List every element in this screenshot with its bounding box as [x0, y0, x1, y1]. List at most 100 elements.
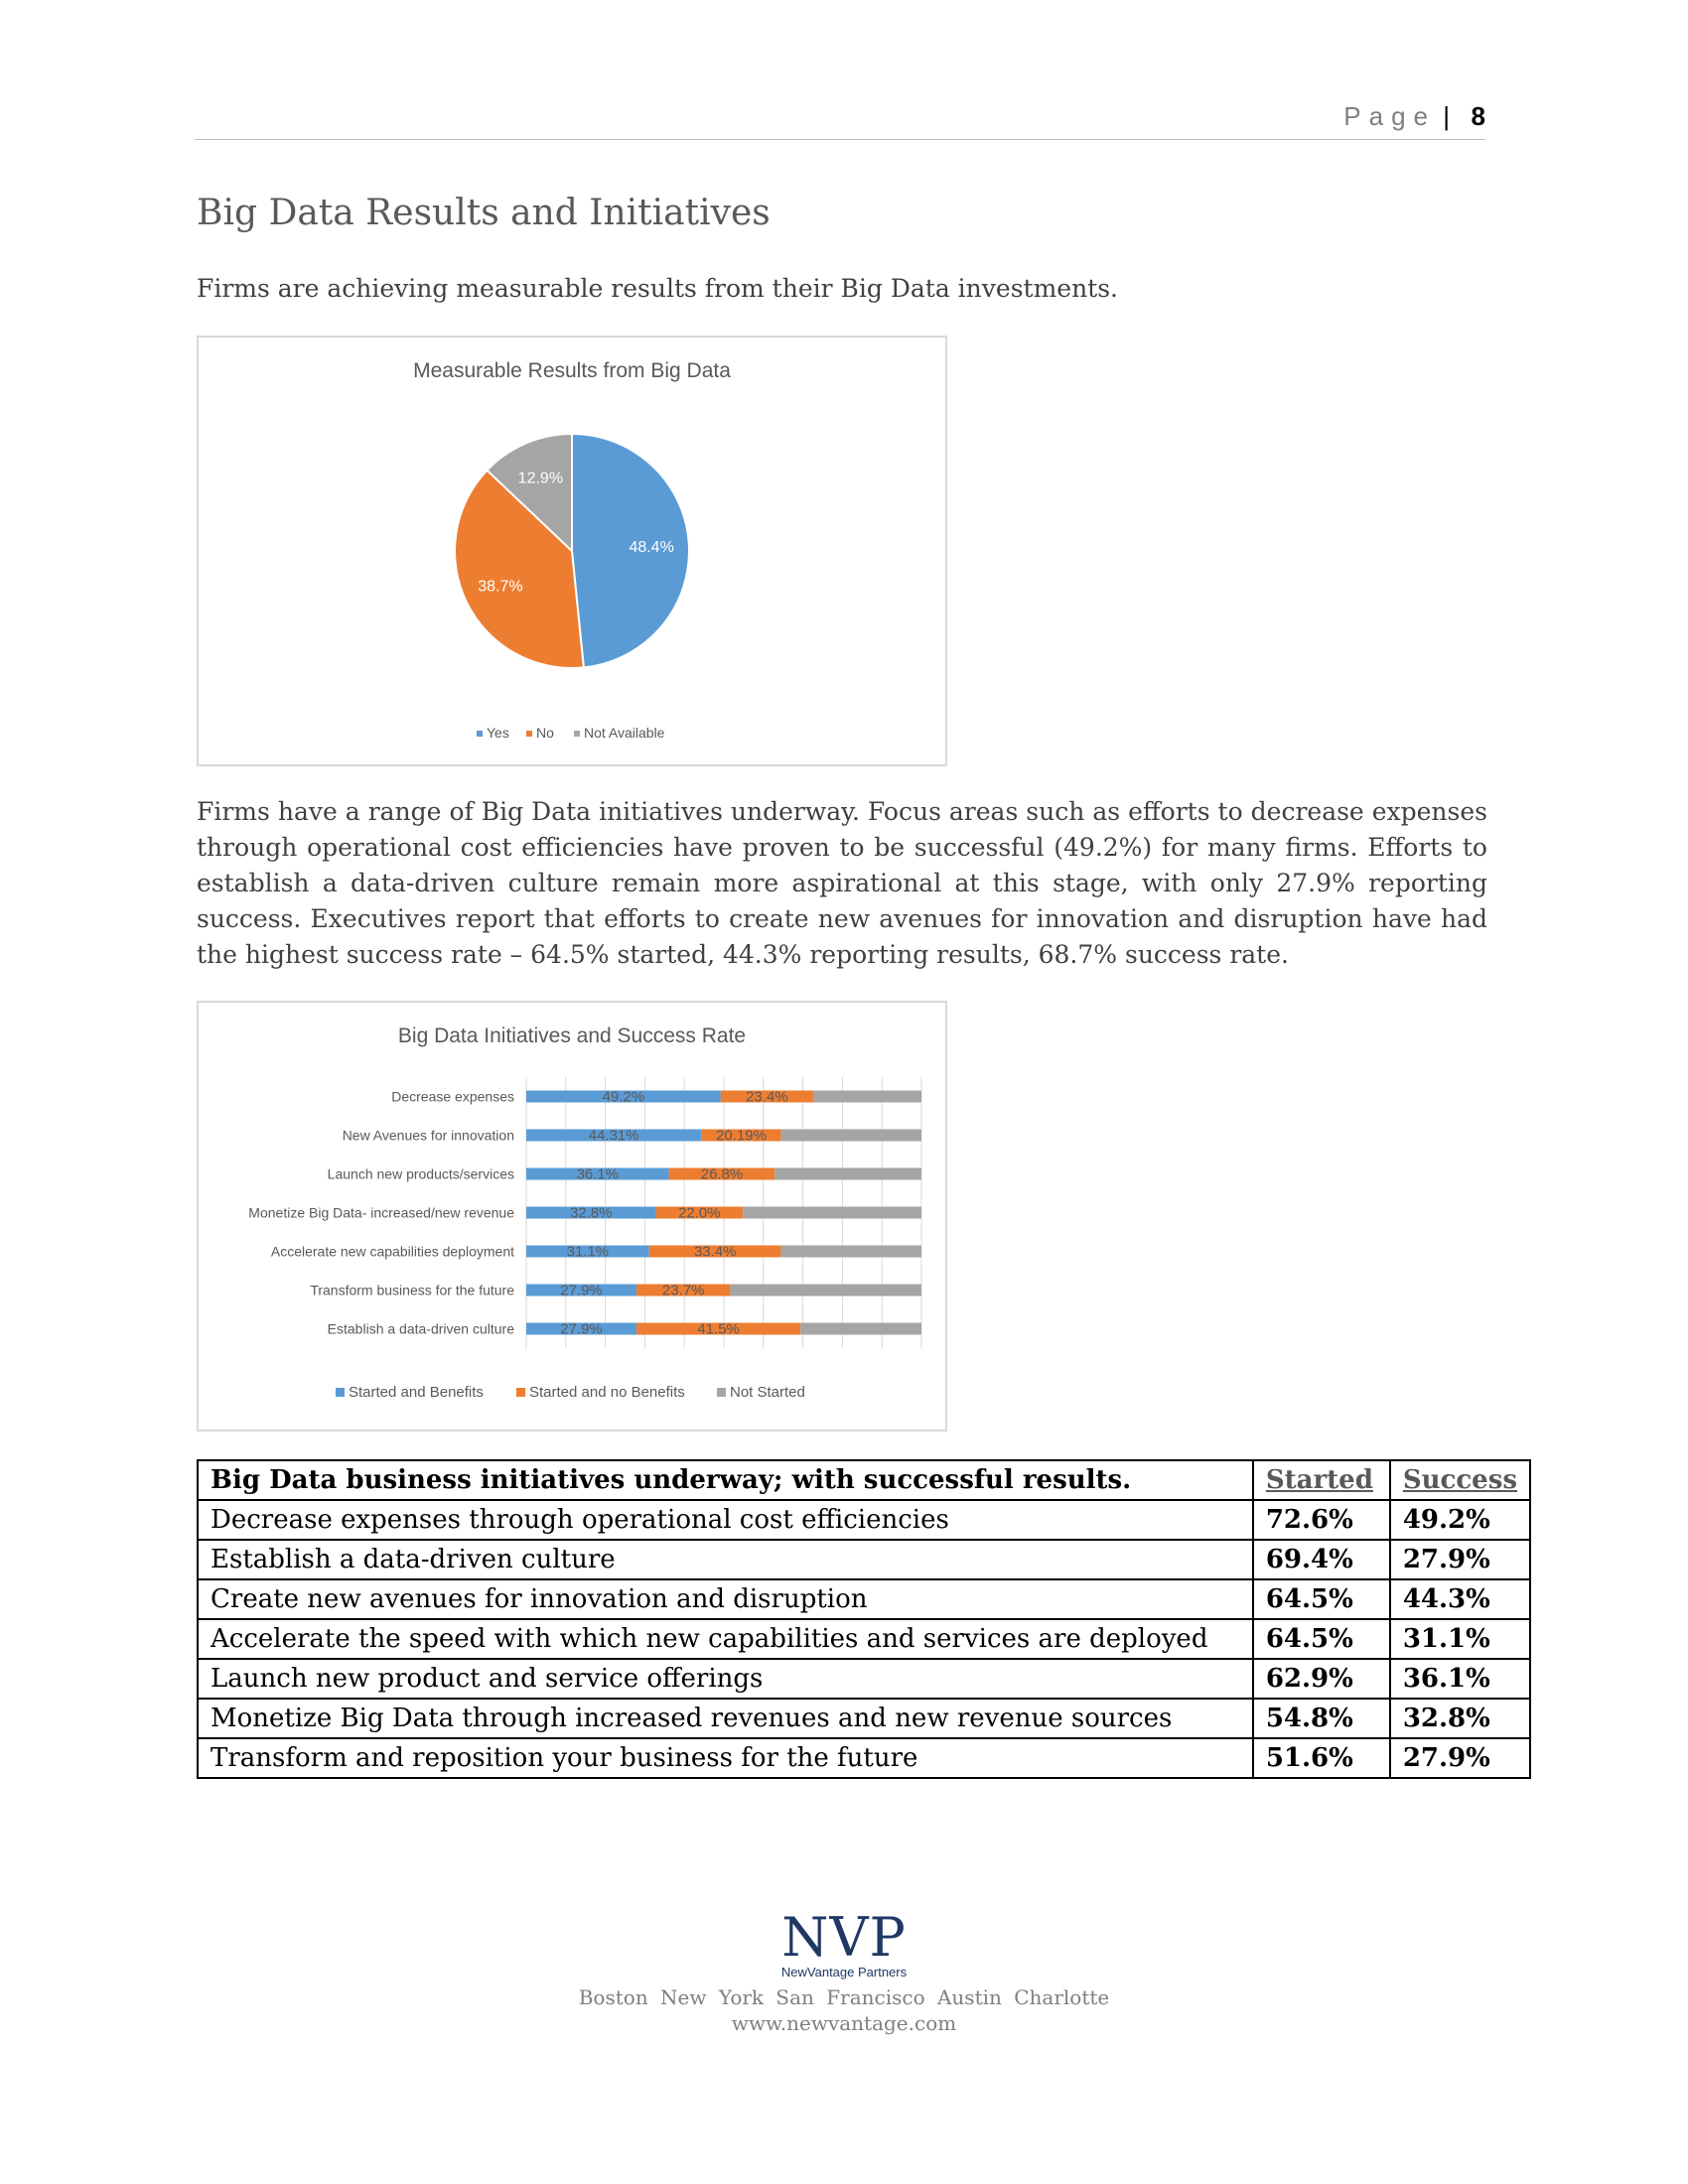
table-cell-success: 31.1%: [1388, 1618, 1532, 1660]
table-row: Establish a data-driven culture 69.4% 27.9…: [197, 1539, 1532, 1580]
bar-data-label: 20.19%: [716, 1128, 767, 1145]
bar-segment: [526, 1129, 702, 1142]
bar-chart: Big Data Initiatives and Success Rate Dec…: [248, 1024, 922, 1401]
bar-segment: [780, 1245, 921, 1258]
table-row: Create new avenues for innovation and di…: [197, 1578, 1532, 1620]
bar-chart-title: Big Data Initiatives and Success Rate: [398, 1024, 746, 1047]
table-cell-initiative: Launch new product and service offerings: [197, 1658, 1254, 1700]
legend-entry: Yes: [487, 725, 509, 741]
pie-data-label: 48.4%: [629, 539, 673, 556]
bar-data-label: 36.1%: [577, 1166, 620, 1183]
table-cell-success: 27.9%: [1388, 1539, 1532, 1580]
table-row: Launch new product and service offerings…: [197, 1658, 1532, 1700]
bar-data-label: 23.4%: [746, 1089, 788, 1106]
category-label: Monetize Big Data- increased/new revenue: [248, 1205, 514, 1221]
table-cell-started: 72.6%: [1251, 1499, 1391, 1541]
table-cell-initiative: Decrease expenses through operational co…: [197, 1499, 1254, 1541]
table-cell-initiative: Monetize Big Data through increased reve…: [197, 1698, 1254, 1739]
bar-segment: [636, 1284, 731, 1297]
bar-data-label: 49.2%: [603, 1089, 645, 1106]
website: www.newvantage.com: [731, 2011, 957, 2035]
bar-data-label: 23.7%: [662, 1283, 705, 1299]
bar-segment: [636, 1322, 801, 1335]
bar-segment: [526, 1245, 649, 1258]
pie-data-label: 38.7%: [478, 578, 522, 595]
legend-entry: Started and Benefits: [349, 1384, 484, 1401]
table-header-row: Big Data business initiatives underway; …: [197, 1459, 1532, 1501]
bar-data-label: 26.8%: [701, 1166, 744, 1183]
category-label: Accelerate new capabilities deployment: [271, 1244, 514, 1260]
pie-chart-panel: Measurable Results from Big Data 48.4% 38.…: [197, 336, 947, 766]
table-cell-initiative: Create new avenues for innovation and di…: [197, 1578, 1254, 1620]
table-row: Transform and reposition your business f…: [197, 1737, 1532, 1779]
table-header-initiative: Big Data business initiatives underway; …: [197, 1459, 1254, 1501]
bar-data-label: 27.9%: [560, 1283, 603, 1299]
bar-chart-panel: Big Data Initiatives and Success Rate Dec…: [197, 1001, 947, 1432]
table-row: Accelerate the speed with which new capa…: [197, 1618, 1532, 1660]
table-cell-started: 62.9%: [1251, 1658, 1391, 1700]
logo-subtitle: NewVantage Partners: [780, 1965, 908, 1979]
table-cell-success: 49.2%: [1388, 1499, 1532, 1541]
bar-segment: [812, 1090, 921, 1103]
bar-segment: [668, 1167, 775, 1180]
table-cell-started: 64.5%: [1251, 1618, 1391, 1660]
bar-data-label: 44.31%: [589, 1128, 639, 1145]
footer: NVP NewVantage Partners Boston New York …: [0, 1911, 1688, 2036]
legend-entry: Not Available: [584, 725, 665, 741]
legend-swatch: [336, 1388, 345, 1397]
bar-segment: [701, 1129, 781, 1142]
section-title: Big Data Results and Initiatives: [197, 193, 771, 233]
bar-segment: [730, 1284, 921, 1297]
table-header-started: Started: [1251, 1459, 1391, 1501]
bar-segment: [743, 1206, 921, 1219]
bar-segment: [780, 1129, 921, 1142]
category-label: New Avenues for innovation: [343, 1128, 514, 1144]
legend-swatch: [717, 1388, 726, 1397]
office-cities: Boston New York San Francisco Austin Cha…: [578, 1985, 1110, 2009]
pie-slice-no: [454, 469, 585, 669]
legend-swatch: [574, 731, 580, 737]
intro-text: Firms are achieving measurable results f…: [197, 274, 1118, 303]
page-label: Page: [1343, 101, 1436, 131]
body-paragraph: Firms have a range of Big Data initiativ…: [197, 797, 1487, 969]
bar-segment: [648, 1245, 781, 1258]
bar-data-label: 22.0%: [678, 1205, 721, 1222]
pie-slice-not-available: [486, 432, 573, 554]
legend-swatch: [477, 731, 483, 737]
table-cell-initiative: Establish a data-driven culture: [197, 1539, 1254, 1580]
legend-swatch: [526, 731, 532, 737]
bar-data-label: 32.8%: [570, 1205, 613, 1222]
table-cell-started: 64.5%: [1251, 1578, 1391, 1620]
table-cell-success: 32.8%: [1388, 1698, 1532, 1739]
pie-data-label: 12.9%: [518, 470, 563, 486]
results-table: Big Data business initiatives underway; …: [197, 1459, 1532, 1779]
bar-segment: [526, 1322, 637, 1335]
pie-chart: Measurable Results from Big Data 48.4% 38.…: [413, 359, 731, 741]
category-label: Establish a data-driven culture: [328, 1321, 515, 1337]
bar-segment: [526, 1284, 637, 1297]
category-label: Transform business for the future: [310, 1283, 514, 1298]
bar-data-label: 33.4%: [694, 1244, 737, 1261]
bar-segment: [655, 1206, 744, 1219]
page-header: Page | 8: [195, 99, 1485, 140]
bar-segment: [774, 1167, 921, 1180]
bar-data-label: 27.9%: [560, 1321, 603, 1338]
legend-entry: No: [536, 725, 554, 741]
legend-entry: Not Started: [730, 1384, 805, 1401]
table-cell-success: 44.3%: [1388, 1578, 1532, 1620]
bar-segment: [526, 1206, 656, 1219]
bar-segment: [526, 1167, 669, 1180]
table-cell-success: 27.9%: [1388, 1737, 1532, 1779]
table-cell-initiative: Accelerate the speed with which new capa…: [197, 1618, 1254, 1660]
category-label: Launch new products/services: [328, 1166, 514, 1182]
category-label: Decrease expenses: [391, 1089, 514, 1105]
bar-data-label: 41.5%: [697, 1321, 740, 1338]
page-number: 8: [1471, 101, 1485, 131]
table-header-success: Success: [1388, 1459, 1532, 1501]
legend-swatch: [516, 1388, 525, 1397]
table-row: Decrease expenses through operational co…: [197, 1499, 1532, 1541]
bar-data-label: 31.1%: [567, 1244, 610, 1261]
table-cell-started: 54.8%: [1251, 1698, 1391, 1739]
table-row: Monetize Big Data through increased reve…: [197, 1698, 1532, 1739]
page-separator: |: [1443, 101, 1450, 131]
